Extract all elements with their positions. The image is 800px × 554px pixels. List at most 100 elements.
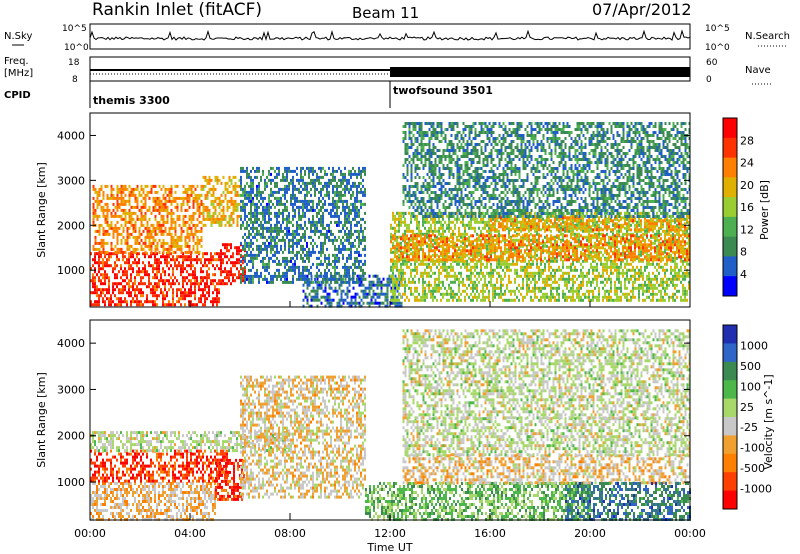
- cell-region-6: [460, 280, 462, 284]
- cell-region-6: [470, 271, 472, 275]
- cell-region-6: [474, 274, 476, 278]
- cell-region-2: [238, 276, 240, 280]
- cell-region-6: [476, 265, 478, 269]
- cell-region-0: [138, 270, 140, 274]
- cell-region-4: [334, 268, 336, 272]
- cell-region-0: [196, 282, 198, 286]
- cell-region-4: [352, 208, 354, 212]
- cell-region-4: [332, 184, 334, 188]
- cell-region-6: [410, 247, 412, 251]
- cell-region-6: [534, 229, 536, 233]
- cell-region-4: [344, 214, 346, 218]
- cell-region-6: [482, 256, 484, 260]
- cell-region-0: [182, 258, 184, 262]
- cell-region-1: [96, 214, 99, 218]
- cell-region-6: [526, 268, 528, 272]
- cell-region-6: [422, 274, 424, 278]
- cell-region-6: [558, 298, 560, 302]
- cell-region-6: [438, 283, 440, 287]
- cell-region-5: [344, 298, 347, 302]
- cell-region-1: [134, 199, 137, 203]
- cell-region-4: [354, 265, 356, 269]
- cell-region-5: [394, 274, 397, 278]
- cell-region-3: [236, 193, 239, 197]
- cell-region-0: [206, 258, 208, 262]
- cell-region-1: [124, 220, 127, 224]
- cell-region-6: [414, 265, 416, 269]
- cell-region-6: [550, 292, 552, 296]
- cell-region-1: [158, 205, 161, 209]
- cell-region-4: [322, 175, 324, 179]
- cell-region-6: [520, 229, 522, 233]
- cell-region-3: [212, 211, 215, 215]
- cell-region-6: [424, 292, 426, 296]
- cell-region-0: [202, 255, 204, 259]
- cell-region-1: [104, 250, 107, 254]
- cell-region-4: [300, 199, 302, 203]
- cell-region-6: [546, 259, 548, 263]
- cell-region-4: [364, 220, 366, 224]
- cell-region-6: [444, 265, 446, 269]
- cell-region-4: [324, 169, 326, 173]
- cell-region-6: [396, 250, 398, 254]
- cell-region-1: [100, 184, 103, 188]
- cell-region-4: [248, 172, 250, 176]
- cell-region-6: [390, 226, 392, 230]
- cell-region-4: [330, 271, 332, 275]
- cell-region-0: [112, 300, 114, 304]
- cell-region-2: [242, 267, 244, 271]
- cell-region-4: [250, 277, 252, 281]
- cell-region-4: [286, 175, 288, 179]
- cell-region-4: [284, 175, 286, 179]
- cell-region-4: [288, 268, 290, 272]
- cell-region-1: [122, 199, 125, 203]
- cell-region-5: [344, 277, 347, 281]
- cell-region-4: [302, 244, 304, 248]
- cell-region-4: [286, 256, 288, 260]
- cell-region-1: [186, 220, 189, 224]
- cell-region-5: [306, 295, 309, 299]
- cell-region-6: [566, 253, 568, 257]
- cell-region-6: [436, 235, 438, 239]
- cell-region-4: [246, 190, 248, 194]
- cell-region-1: [118, 232, 121, 236]
- cell-region-6: [406, 283, 408, 287]
- cell-region-6: [488, 295, 490, 299]
- cell-region-0: [118, 282, 120, 286]
- cell-region-4: [356, 250, 358, 254]
- cell-region-0: [208, 273, 210, 277]
- cell-region-5: [362, 289, 365, 293]
- cell-region-6: [520, 235, 522, 239]
- cell-region-1: [176, 247, 179, 251]
- cell-region-6: [468, 220, 470, 224]
- cell-region-1: [134, 226, 137, 230]
- cell-region-4: [320, 259, 322, 263]
- cell-region-1: [188, 199, 191, 203]
- cell-region-6: [454, 232, 456, 236]
- cell-region-1: [152, 199, 155, 203]
- cell-region-4: [300, 271, 302, 275]
- cell-region-6: [562, 232, 564, 236]
- cell-region-4: [240, 187, 242, 191]
- cell-region-6: [534, 292, 536, 296]
- cell-region-1: [186, 196, 189, 200]
- cell-region-6: [498, 286, 500, 290]
- cell-region-0: [184, 288, 186, 292]
- cell-region-0: [154, 294, 156, 298]
- cell-region-5: [316, 280, 319, 284]
- cell-region-1: [154, 250, 157, 254]
- cell-region-1: [106, 217, 109, 221]
- cell-region-1: [182, 199, 185, 203]
- cell-region-6: [438, 229, 440, 233]
- cell-region-4: [276, 250, 278, 254]
- cell-region-1: [140, 184, 143, 188]
- cell-region-4: [306, 202, 308, 206]
- cell-region-3: [224, 214, 227, 218]
- cell-region-6: [534, 289, 536, 293]
- cell-region-1: [128, 235, 131, 239]
- cell-region-0: [152, 270, 154, 274]
- cell-region-5: [356, 292, 359, 296]
- cell-region-4: [276, 256, 278, 260]
- cell-region-0: [210, 258, 212, 262]
- cell-region-6: [482, 274, 484, 278]
